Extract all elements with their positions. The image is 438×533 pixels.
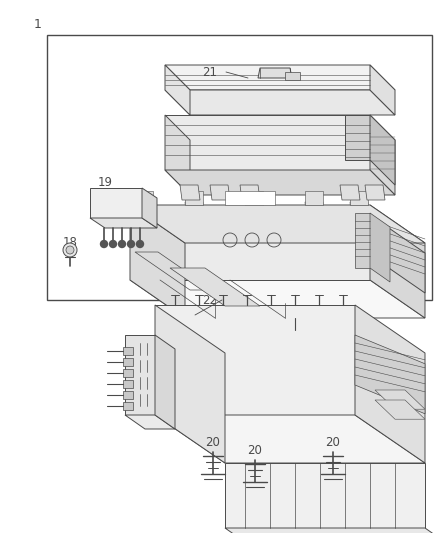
Polygon shape (258, 68, 292, 78)
Polygon shape (130, 280, 425, 318)
Polygon shape (350, 191, 368, 205)
Polygon shape (345, 115, 370, 160)
Polygon shape (90, 188, 142, 218)
Polygon shape (185, 191, 203, 205)
Polygon shape (245, 191, 263, 205)
Polygon shape (210, 185, 230, 200)
Polygon shape (123, 402, 133, 410)
Polygon shape (135, 202, 155, 240)
Polygon shape (375, 390, 425, 409)
Polygon shape (225, 463, 425, 528)
Polygon shape (180, 185, 200, 200)
Polygon shape (245, 202, 265, 240)
Polygon shape (165, 115, 190, 195)
Text: 22: 22 (202, 294, 218, 306)
Polygon shape (370, 115, 395, 185)
Circle shape (66, 246, 74, 254)
Polygon shape (123, 358, 133, 366)
Circle shape (100, 240, 107, 247)
Polygon shape (155, 335, 175, 429)
Polygon shape (47, 35, 432, 300)
Polygon shape (123, 347, 133, 355)
Polygon shape (165, 170, 395, 195)
Polygon shape (142, 188, 157, 228)
Polygon shape (340, 185, 360, 200)
Polygon shape (125, 335, 155, 415)
Polygon shape (123, 391, 133, 399)
Polygon shape (155, 305, 225, 463)
Text: 1: 1 (34, 19, 42, 31)
Polygon shape (165, 115, 370, 170)
Polygon shape (155, 415, 425, 463)
Polygon shape (165, 90, 395, 115)
Polygon shape (155, 305, 355, 415)
Polygon shape (125, 415, 175, 429)
Polygon shape (370, 115, 395, 195)
Polygon shape (185, 202, 205, 240)
Polygon shape (123, 369, 133, 377)
Text: 20: 20 (247, 445, 262, 457)
Polygon shape (130, 205, 370, 280)
Polygon shape (170, 268, 260, 306)
Circle shape (127, 240, 134, 247)
Polygon shape (355, 305, 425, 463)
Polygon shape (375, 400, 425, 419)
Text: 20: 20 (205, 437, 220, 449)
Circle shape (119, 240, 126, 247)
Polygon shape (135, 191, 153, 205)
Polygon shape (130, 205, 185, 318)
Polygon shape (165, 65, 395, 90)
Polygon shape (305, 191, 323, 205)
Text: 21: 21 (202, 66, 218, 78)
Text: 20: 20 (325, 437, 340, 449)
Polygon shape (240, 185, 260, 200)
Polygon shape (165, 65, 190, 115)
Polygon shape (370, 65, 395, 115)
Polygon shape (370, 215, 425, 293)
Polygon shape (130, 205, 425, 243)
Polygon shape (350, 202, 370, 240)
Polygon shape (365, 185, 385, 200)
Text: 19: 19 (98, 175, 113, 189)
Polygon shape (305, 202, 325, 240)
Polygon shape (123, 380, 133, 388)
Circle shape (110, 240, 117, 247)
Polygon shape (225, 528, 435, 533)
Circle shape (137, 240, 144, 247)
Polygon shape (370, 213, 390, 282)
Circle shape (63, 243, 77, 257)
Text: 18: 18 (63, 236, 78, 248)
Polygon shape (355, 213, 370, 268)
Polygon shape (285, 72, 300, 80)
Polygon shape (355, 335, 425, 414)
Polygon shape (90, 218, 157, 228)
Polygon shape (225, 191, 275, 205)
Polygon shape (370, 205, 425, 318)
